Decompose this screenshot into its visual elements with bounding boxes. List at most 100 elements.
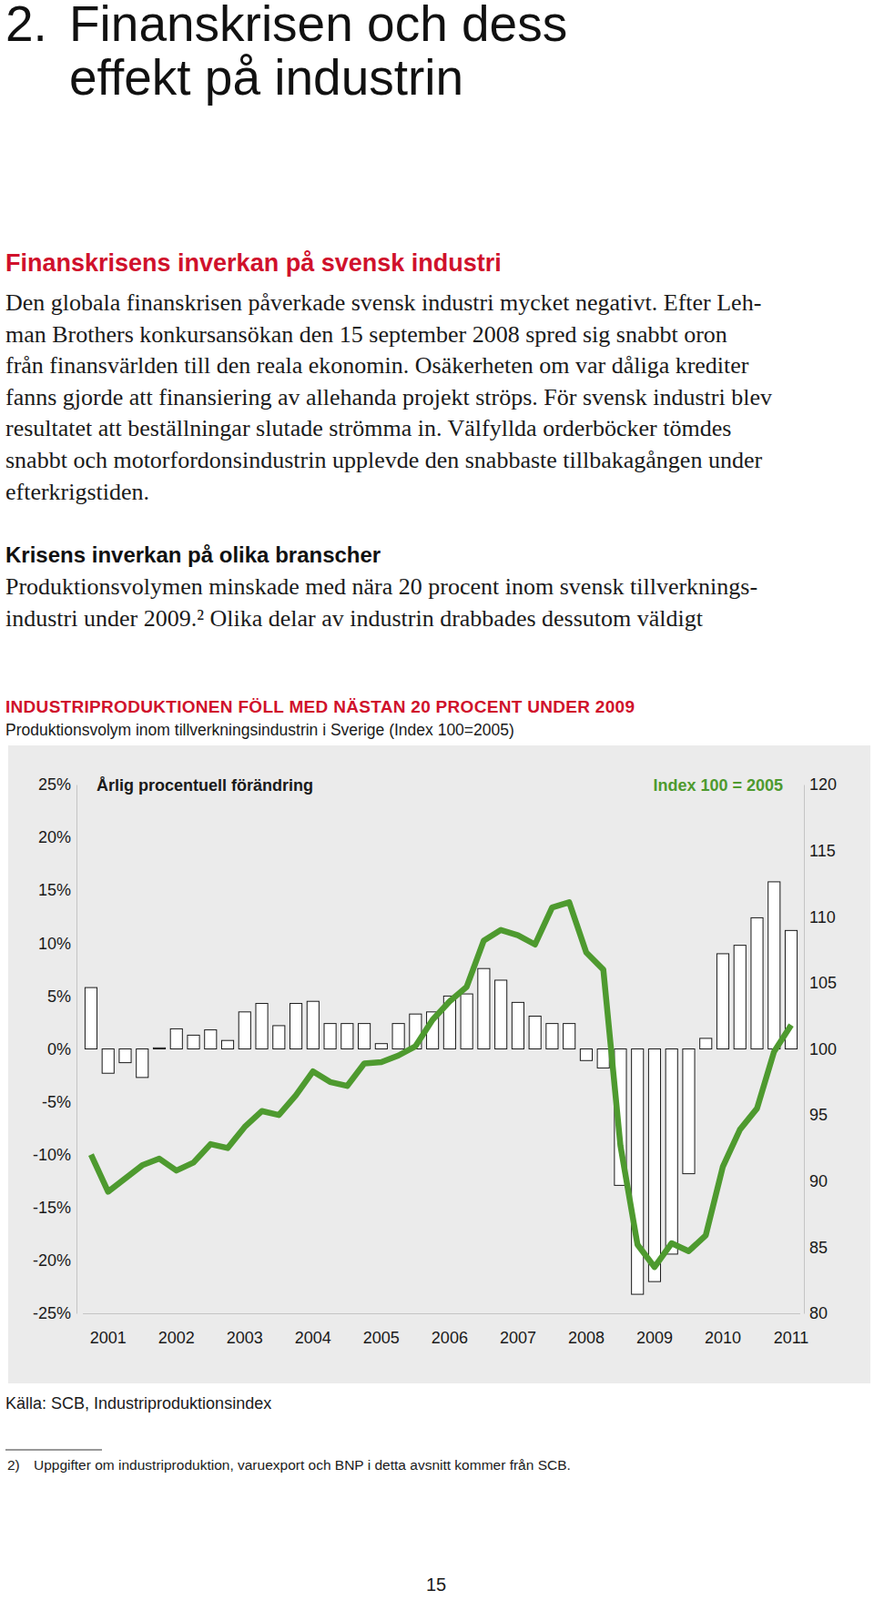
bar [648, 1049, 661, 1283]
paragraph-line: resultatet att beställningar slutade str… [5, 415, 732, 442]
bar [751, 917, 763, 1049]
tick-label: 2005 [363, 1329, 400, 1348]
bar [665, 1049, 678, 1255]
tick: 105 [803, 974, 837, 993]
bar [460, 994, 473, 1049]
tick-label: 100 [809, 1040, 837, 1059]
tick-label: 10% [38, 934, 72, 954]
tick: 110 [803, 908, 836, 927]
tick-label: -25% [32, 1304, 72, 1323]
paragraph-line: fanns gjorde att finansiering av allehan… [5, 384, 773, 411]
axis-line [76, 785, 78, 1315]
paragraph-line: industri under 2009.² Olika delar av ind… [5, 605, 704, 632]
plot-area [84, 882, 797, 1295]
line [91, 902, 792, 1268]
bar [84, 987, 97, 1049]
section-heading: Finanskrisens inverkan på svensk industr… [5, 249, 502, 277]
tick: 5% [47, 987, 77, 1007]
paragraph-line: från finansvärlden till den reala ekonom… [5, 352, 750, 379]
bar [101, 1049, 114, 1075]
bar [631, 1049, 644, 1296]
tick: -10% [32, 1146, 77, 1165]
tick-label: 2006 [431, 1329, 468, 1348]
bar [119, 1049, 132, 1064]
tick: 15% [38, 881, 77, 900]
sub-heading: Krisens inverkan på olika branscher [5, 542, 381, 568]
tick-label: 25% [38, 775, 72, 794]
bar [495, 980, 508, 1050]
bar [597, 1049, 610, 1069]
tick-label: 2002 [158, 1329, 195, 1348]
paragraph-line: Den globala finanskrisen påverkade svens… [5, 289, 762, 316]
chart-subtitle: Produktionsvolym inom tillverkningsindus… [5, 721, 515, 740]
tick: 2008 [568, 1329, 605, 1348]
tick-label: 120 [809, 775, 837, 794]
tick-label: 2004 [294, 1329, 332, 1348]
tick: 2003 [226, 1329, 264, 1348]
bar [255, 1004, 268, 1050]
tick: -20% [32, 1251, 77, 1271]
page-canvas: 2.Finanskrisen och desseffekt på industr… [0, 0, 874, 1600]
bar [511, 1002, 524, 1049]
paragraph-line: efterkrigstiden. [5, 478, 150, 506]
bar [204, 1030, 217, 1050]
tick: 80 [803, 1304, 828, 1323]
footnote-rule [5, 1450, 102, 1452]
tick: 2010 [704, 1329, 742, 1348]
bar [716, 954, 729, 1050]
chart-title: INDUSTRIPRODUKTIONEN FÖLL MED NÄSTAN 20 … [5, 697, 635, 717]
tick: 2002 [158, 1329, 195, 1348]
tick: 2001 [90, 1329, 127, 1348]
tick-label: 2010 [704, 1329, 742, 1348]
bar [733, 945, 746, 1050]
tick: 2009 [636, 1329, 673, 1348]
y2-axis: 12011511010510095908580 [803, 775, 837, 1323]
axis-line [803, 785, 805, 1315]
bar [289, 1004, 302, 1050]
tick: -15% [32, 1199, 77, 1218]
page-number: 15 [426, 1575, 447, 1596]
paragraph-line: snabbt och motorfordonsindustrin upplevd… [5, 447, 763, 474]
tick-label: 2003 [226, 1329, 264, 1348]
tick: 2007 [499, 1329, 537, 1348]
tick: 2006 [431, 1329, 468, 1348]
bar [700, 1038, 712, 1050]
bar [324, 1024, 336, 1050]
tick-label: -5% [41, 1093, 72, 1112]
bar [528, 1016, 541, 1049]
tick: 2004 [294, 1329, 332, 1348]
tick: 0% [47, 1040, 77, 1059]
bar [341, 1024, 354, 1050]
tick-label: 20% [38, 828, 72, 847]
axis-line [82, 1313, 801, 1315]
tick: 2011 [773, 1329, 810, 1348]
footnote-text: Uppgifter om industriproduktion, varuexp… [33, 1457, 571, 1474]
bar [579, 1049, 592, 1062]
tick-label: 2001 [90, 1329, 127, 1348]
tick-label: 2008 [568, 1329, 605, 1348]
paragraph-line: Produktionsvolymen minskade med nära 20 … [5, 573, 758, 600]
tick: 95 [803, 1106, 828, 1125]
tick-label: -15% [32, 1199, 72, 1218]
tick-label: 95 [809, 1106, 828, 1125]
title-number: 2. [5, 0, 48, 52]
tick: 120 [803, 775, 837, 794]
tick-label: 2011 [773, 1329, 810, 1348]
bar [563, 1024, 576, 1050]
tick-label: 2009 [636, 1329, 673, 1348]
tick-label: 80 [809, 1304, 828, 1323]
tick: 20% [38, 828, 77, 847]
tick: 2005 [363, 1329, 400, 1348]
title-line: effekt på industrin [69, 49, 464, 106]
paragraph-line: man Brothers konkursansökan den 15 septe… [5, 321, 728, 348]
tick: -25% [32, 1304, 77, 1323]
series-label: Årlig procentuell förändring [96, 776, 314, 795]
bar [306, 1001, 319, 1049]
x-axis: 2001 2002 2003 2004 2005 2006 2007 2008 2009 2010… [82, 1314, 809, 1348]
tick: -5% [41, 1093, 77, 1112]
page: 2.Finanskrisen och desseffekt på industr… [0, 0, 874, 1600]
bar [136, 1049, 149, 1078]
tick: 115 [803, 842, 836, 861]
tick-label: 85 [809, 1239, 828, 1258]
bar [546, 1024, 559, 1050]
